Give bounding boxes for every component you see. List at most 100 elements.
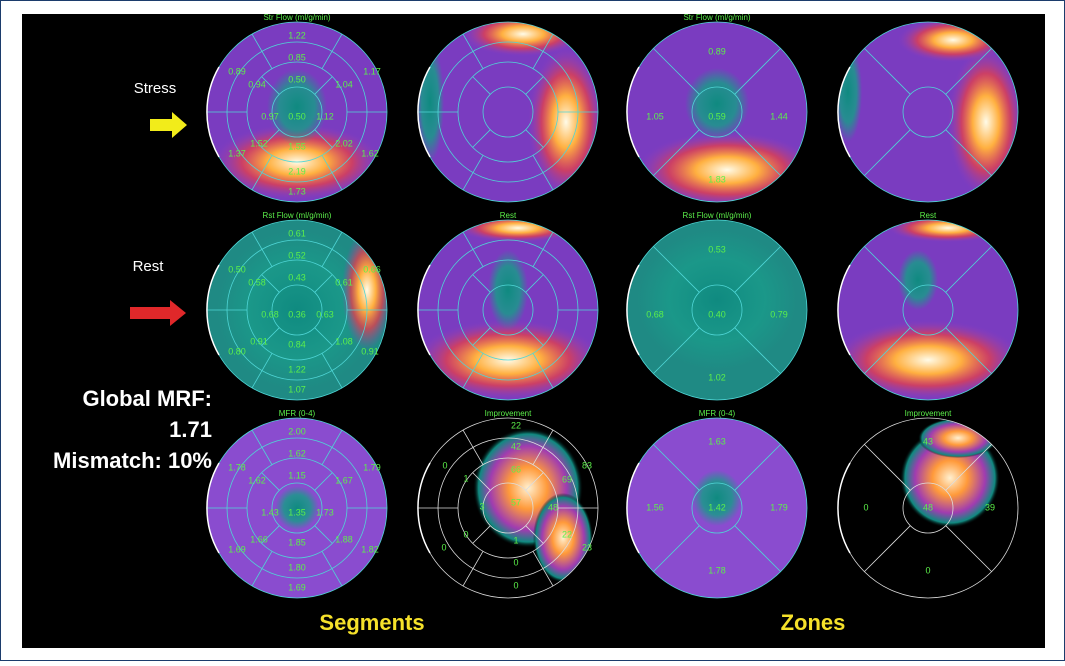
spoke — [314, 76, 333, 95]
polar-map: Improvement 22 42 66 57 48 69 83 0 1 3 0 0 1 22 23 0 0 — [417, 409, 599, 599]
left-arc — [837, 462, 851, 554]
map-value: 1.02 — [708, 372, 726, 382]
ring — [691, 284, 743, 336]
map-value: 57 — [511, 497, 521, 507]
map-image — [418, 220, 598, 400]
zones-label: Zones — [781, 610, 846, 635]
spoke — [251, 353, 273, 389]
spoke — [945, 327, 992, 374]
map-value: 42 — [511, 441, 521, 451]
map-value: 1.43 — [261, 507, 279, 517]
map-value: 2.00 — [288, 426, 306, 436]
spoke — [472, 129, 491, 148]
map-value: 0 — [513, 557, 518, 567]
ring — [271, 86, 323, 138]
map-blob — [685, 68, 749, 140]
map-value: 1.12 — [316, 111, 334, 121]
ring — [482, 86, 534, 138]
spoke — [734, 327, 781, 374]
ring — [902, 86, 954, 138]
map-blob — [533, 493, 593, 583]
map-title: Rest — [500, 211, 517, 220]
map-value: 1.80 — [288, 562, 306, 572]
map-value: 1.52 — [250, 138, 268, 148]
spoke — [864, 129, 911, 176]
spoke — [653, 129, 700, 176]
map-value: 1.63 — [708, 436, 726, 446]
spoke — [462, 33, 484, 69]
spoke — [261, 327, 280, 346]
left-arc — [626, 66, 640, 158]
map-value: 0.66 — [363, 264, 381, 274]
map-value: 1 — [463, 473, 468, 483]
map-value: 1.85 — [288, 537, 306, 547]
spoke — [864, 525, 911, 572]
ring — [482, 482, 534, 534]
spoke — [945, 525, 992, 572]
map-value: 22 — [562, 529, 572, 539]
spoke — [251, 551, 273, 587]
map-value: 0.40 — [708, 309, 726, 319]
map-blob — [217, 230, 377, 390]
spoke — [321, 33, 343, 69]
map-value: 1.55 — [288, 141, 306, 151]
map-value: 0 — [441, 542, 446, 552]
stress-arrow — [150, 112, 187, 138]
spoke — [653, 525, 700, 572]
map-value: 1.69 — [288, 582, 306, 592]
map-value: 3 — [479, 501, 484, 511]
map-value: 1.44 — [770, 111, 788, 121]
map-value: 43 — [923, 436, 933, 446]
spoke — [472, 472, 491, 491]
spoke — [532, 429, 554, 465]
map-value: 48 — [548, 502, 558, 512]
map-value: 1.88 — [335, 534, 353, 544]
spoke — [525, 129, 544, 148]
spoke — [314, 327, 333, 346]
polar-map: Rest — [837, 211, 1019, 401]
map-value: 1.67 — [335, 475, 353, 485]
ring — [902, 284, 954, 336]
map-value: 0.85 — [288, 52, 306, 62]
spoke — [462, 353, 484, 389]
map-value: 0.89 — [228, 66, 246, 76]
map-blob — [637, 230, 797, 370]
map-value: 1.42 — [708, 502, 726, 512]
map-image — [207, 220, 387, 400]
spoke — [734, 129, 781, 176]
map-title: MFR (0-4) — [699, 409, 736, 418]
spoke — [261, 129, 280, 148]
stress-label: Stress — [134, 80, 177, 97]
ring — [482, 284, 534, 336]
map-image — [418, 418, 598, 598]
spoke — [261, 274, 280, 293]
map-value: 0.80 — [228, 346, 246, 356]
spoke — [525, 76, 544, 95]
left-arc — [206, 264, 220, 356]
spoke — [462, 155, 484, 191]
spoke — [532, 551, 554, 587]
ring — [271, 482, 323, 534]
spoke — [653, 246, 700, 293]
mismatch-label: Mismatch: 10% — [53, 448, 212, 473]
spoke — [532, 353, 554, 389]
map-value: 0.52 — [288, 250, 306, 260]
spoke — [314, 472, 333, 491]
left-arc — [626, 462, 640, 554]
map-value: 1.15 — [288, 470, 306, 480]
left-arc — [417, 66, 431, 158]
spoke — [532, 231, 554, 267]
spoke — [864, 246, 911, 293]
map-value: 0.68 — [646, 309, 664, 319]
map-value: 48 — [923, 502, 933, 512]
left-arc — [837, 66, 851, 158]
spoke — [321, 231, 343, 267]
map-value: 39 — [985, 502, 995, 512]
ring — [691, 86, 743, 138]
rest-label: Rest — [133, 258, 165, 275]
map-value: 0.58 — [248, 277, 266, 287]
spoke — [314, 274, 333, 293]
map-title: Rest — [920, 211, 937, 220]
